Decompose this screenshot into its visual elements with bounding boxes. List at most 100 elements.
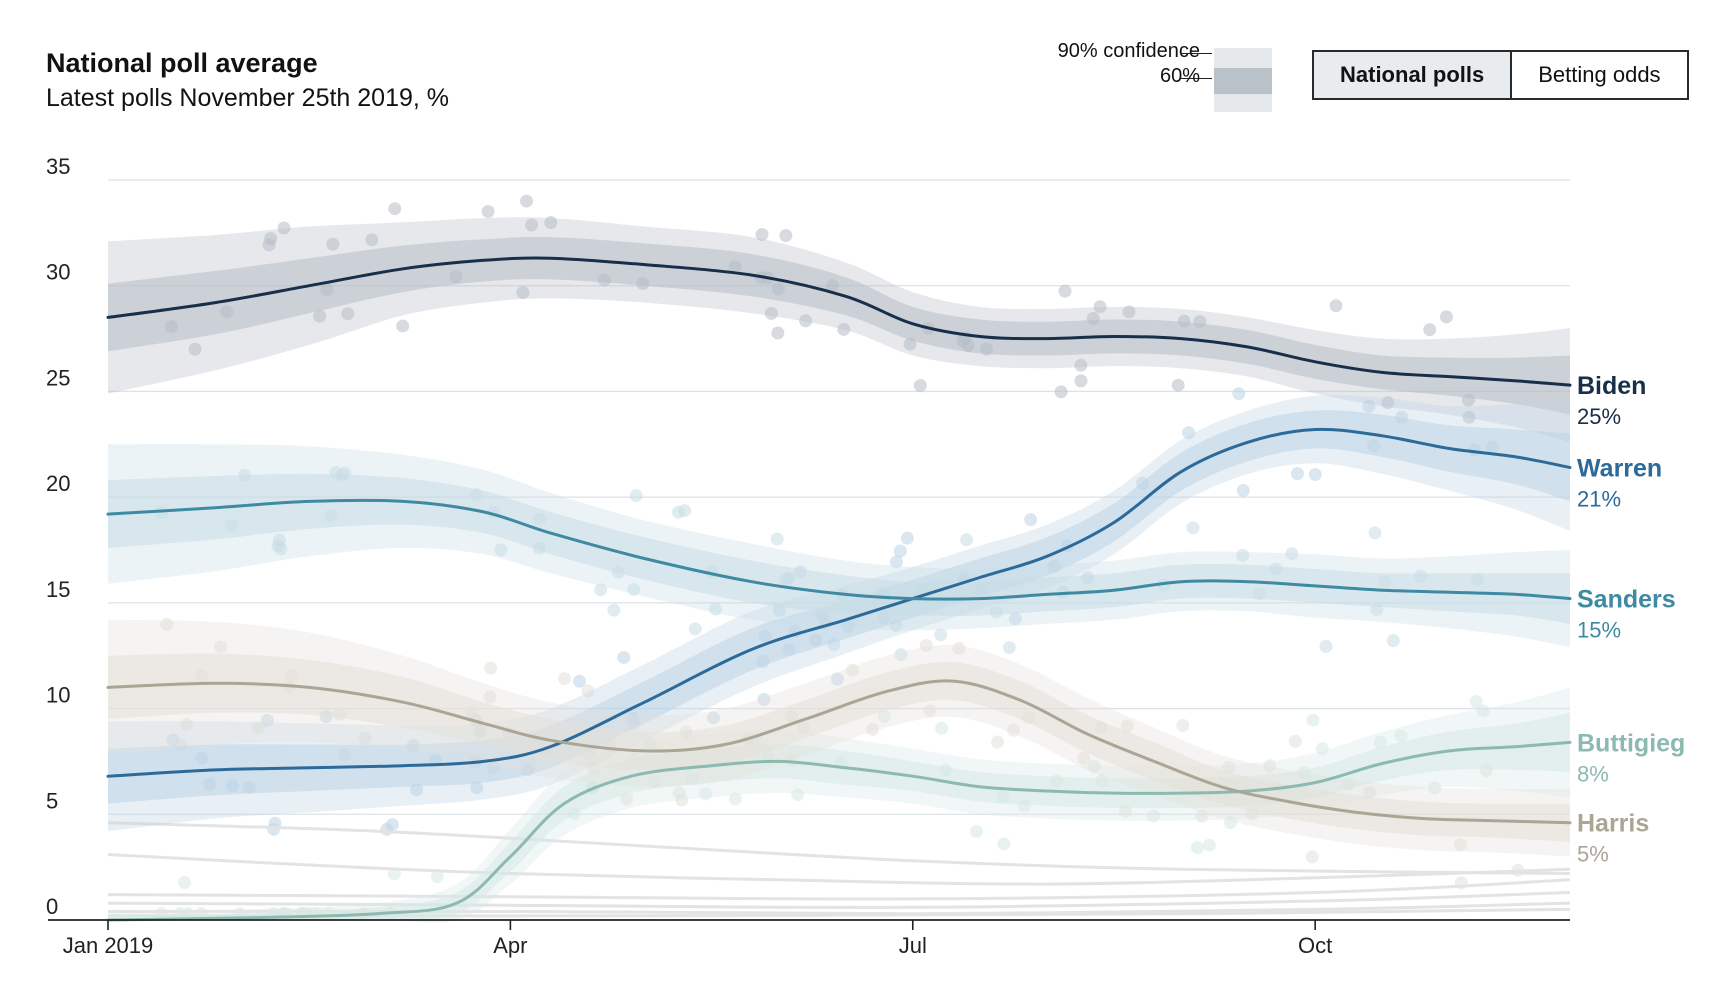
poll-dot-warren — [380, 822, 394, 836]
biden-value-label: 25% — [1577, 404, 1621, 429]
poll-dot-buttigieg — [178, 875, 192, 889]
poll-dot-warren — [1236, 483, 1250, 497]
poll-dot-biden — [341, 307, 355, 321]
poll-dot-biden — [837, 322, 851, 336]
warren-value-label: 21% — [1577, 487, 1621, 512]
poll-dot-biden — [1074, 358, 1088, 372]
poll-dot-harris — [923, 704, 937, 718]
poll-dot-warren — [900, 531, 914, 545]
poll-dot-biden — [799, 314, 813, 328]
chart-title: National poll average — [46, 48, 318, 78]
poll-dot-biden — [544, 216, 558, 230]
biden-line — [106, 256, 1572, 387]
poll-dot-biden — [277, 221, 291, 235]
buttigieg-value-label: 8% — [1577, 761, 1609, 786]
poll-dot-harris — [1363, 785, 1377, 799]
x-tick-label-oct: Oct — [1298, 933, 1332, 958]
legend-90-label: 90% confidence — [1057, 40, 1200, 62]
poll-dot-sanders — [960, 533, 974, 547]
poll-dot-sanders — [594, 583, 608, 597]
poll-dot-buttigieg — [1087, 759, 1101, 773]
y-tick-label-20: 20 — [46, 471, 70, 496]
poll-dot-harris — [1305, 850, 1319, 864]
poll-dot-buttigieg — [997, 837, 1011, 851]
poll-dot-sanders — [671, 505, 685, 519]
poll-dot-harris — [160, 617, 174, 631]
harris-line — [106, 679, 1572, 825]
poll-dot-warren — [260, 713, 274, 727]
poll-dot-warren — [1024, 513, 1038, 527]
legend-90-tick — [1180, 53, 1212, 54]
poll-dot-biden — [313, 309, 327, 323]
y-tick-label-0: 0 — [46, 894, 58, 919]
poll-dot-buttigieg — [791, 788, 805, 802]
poll-dot-buttigieg — [877, 709, 891, 723]
x-tick-label-jan-2019: Jan 2019 — [63, 933, 154, 958]
poll-dot-buttigieg — [699, 787, 713, 801]
biden-label: Biden — [1577, 372, 1646, 400]
buttigieg-label: Buttigieg — [1577, 729, 1685, 757]
harris-label: Harris — [1577, 810, 1649, 838]
poll-dot-warren — [893, 544, 907, 558]
poll-dot-biden — [1122, 305, 1136, 319]
poll-dot-harris — [558, 672, 572, 686]
poll-dot-harris — [1195, 809, 1209, 823]
poll-dot-buttigieg — [970, 825, 984, 839]
poll-dot-buttigieg — [1202, 838, 1216, 852]
poll-dot-buttigieg — [1373, 735, 1387, 749]
poll-dot-sanders — [1319, 639, 1333, 653]
poll-dot-harris — [1453, 838, 1467, 852]
poll-dot-harris — [620, 792, 634, 806]
poll-dot-buttigieg — [1315, 742, 1329, 756]
poll-dot-warren — [1008, 612, 1022, 626]
warren-label: Warren — [1577, 455, 1662, 483]
poll-dot-sanders — [1386, 634, 1400, 648]
other-candidate-line-4 — [107, 891, 1571, 909]
poll-dot-buttigieg — [430, 870, 444, 884]
buttigieg-band-60 — [108, 712, 1570, 921]
poll-dot-biden — [1171, 378, 1185, 392]
poll-dot-biden — [771, 326, 785, 340]
poll-dot-biden — [764, 306, 778, 320]
poll-dot-harris — [483, 690, 497, 704]
poll-dot-biden — [388, 202, 402, 216]
y-tick-label-30: 30 — [46, 260, 70, 285]
poll-dot-harris — [214, 640, 228, 654]
confidence-legend: 90% confidence 60% — [1000, 40, 1300, 120]
poll-dot-warren — [757, 692, 771, 706]
poll-dot-sanders — [629, 489, 643, 503]
y-tick-label-5: 5 — [46, 788, 58, 813]
poll-dot-biden — [1439, 310, 1453, 324]
poll-dot-warren — [410, 783, 424, 797]
poll-dot-biden — [1462, 410, 1476, 424]
poll-dot-biden — [1423, 323, 1437, 337]
y-tick-label-15: 15 — [46, 577, 70, 602]
poll-dot-biden — [779, 229, 793, 243]
poll-dot-harris — [180, 718, 194, 732]
poll-dot-harris — [866, 722, 880, 736]
poll-dot-sanders — [1186, 521, 1200, 535]
chart-subtitle: Latest polls November 25th 2019, % — [46, 84, 450, 112]
sanders-label: Sanders — [1577, 586, 1676, 614]
poll-dot-warren — [617, 650, 631, 664]
poll-dot-biden — [1329, 299, 1343, 313]
poll-dot-biden — [396, 319, 410, 333]
poll-dot-sanders — [688, 622, 702, 636]
betting-odds-button[interactable]: Betting odds — [1512, 52, 1687, 98]
poll-dot-warren — [1182, 426, 1196, 440]
poll-dot-warren — [831, 672, 845, 686]
poll-dot-biden — [188, 342, 202, 356]
poll-dot-biden — [1093, 300, 1107, 314]
national-polls-button[interactable]: National polls — [1314, 52, 1513, 98]
poll-dot-biden — [481, 204, 495, 218]
other-candidate-line-3 — [107, 878, 1571, 901]
poll-dot-biden — [326, 237, 340, 251]
poll-dot-buttigieg — [1190, 841, 1204, 855]
poll-dot-harris — [672, 786, 686, 800]
poll-dot-biden — [516, 286, 530, 300]
poll-dot-warren — [707, 711, 721, 725]
poll-dot-warren — [1232, 387, 1246, 401]
poll-dot-sanders — [1285, 547, 1299, 561]
view-toggle: National polls Betting odds — [1312, 50, 1689, 100]
